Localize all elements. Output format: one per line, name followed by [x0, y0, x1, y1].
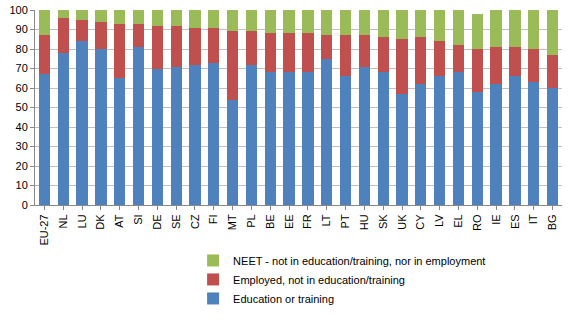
svg-text:NEET - not in education/traini: NEET - not in education/training, nor in…	[233, 255, 485, 267]
svg-text:70: 70	[16, 62, 28, 74]
svg-text:50: 50	[16, 101, 28, 113]
svg-text:40: 40	[16, 121, 28, 133]
svg-text:LT: LT	[320, 214, 332, 226]
svg-text:LU: LU	[76, 214, 88, 228]
svg-text:EU-27: EU-27	[38, 214, 50, 245]
svg-text:60: 60	[16, 82, 28, 94]
svg-text:DK: DK	[94, 214, 106, 230]
svg-text:Education or training: Education or training	[233, 293, 334, 305]
svg-text:DE: DE	[151, 214, 163, 229]
svg-text:PT: PT	[339, 214, 351, 228]
svg-text:100: 100	[9, 4, 27, 16]
svg-text:10: 10	[16, 179, 28, 191]
svg-text:EE: EE	[283, 214, 295, 229]
svg-text:90: 90	[16, 23, 28, 35]
svg-text:LV: LV	[433, 214, 445, 227]
svg-text:SE: SE	[170, 214, 182, 229]
svg-text:SK: SK	[377, 214, 389, 229]
svg-text:MT: MT	[226, 214, 238, 230]
svg-text:PL: PL	[245, 214, 257, 227]
svg-text:IT: IT	[527, 214, 539, 224]
svg-text:BG: BG	[546, 214, 558, 230]
svg-text:FI: FI	[207, 214, 219, 224]
svg-text:EL: EL	[452, 214, 464, 227]
svg-text:UK: UK	[396, 214, 408, 230]
svg-text:0: 0	[22, 199, 28, 211]
svg-text:20: 20	[16, 160, 28, 172]
svg-text:CY: CY	[414, 214, 426, 230]
svg-text:IE: IE	[490, 214, 502, 224]
svg-text:HU: HU	[358, 214, 370, 230]
svg-text:Employed, not in education/tra: Employed, not in education/training	[233, 274, 405, 286]
svg-text:30: 30	[16, 140, 28, 152]
svg-text:80: 80	[16, 43, 28, 55]
svg-text:FR: FR	[301, 214, 313, 229]
svg-text:ES: ES	[509, 214, 521, 229]
svg-text:CZ: CZ	[189, 214, 201, 229]
svg-text:BE: BE	[264, 214, 276, 229]
svg-text:SI: SI	[132, 214, 144, 224]
svg-text:NL: NL	[57, 214, 69, 228]
svg-text:AT: AT	[113, 214, 125, 228]
svg-text:RO: RO	[471, 214, 483, 231]
